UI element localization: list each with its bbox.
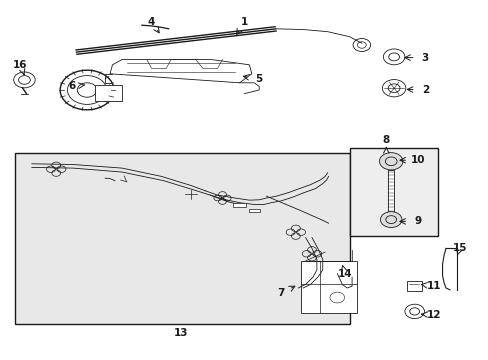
Text: 2: 2 (421, 85, 428, 95)
Text: 9: 9 (414, 216, 421, 226)
Text: 8: 8 (382, 135, 389, 145)
Text: 12: 12 (426, 310, 441, 320)
Bar (15, 153, 349, 324)
Text: 11: 11 (426, 281, 441, 291)
Bar (406, 281, 421, 291)
Text: 10: 10 (410, 155, 425, 165)
Text: 7: 7 (277, 288, 285, 298)
Text: 13: 13 (173, 328, 188, 338)
Text: 15: 15 (451, 243, 466, 253)
Text: 14: 14 (337, 269, 351, 279)
Circle shape (382, 80, 405, 97)
Circle shape (404, 304, 424, 319)
Text: 3: 3 (421, 53, 428, 63)
Text: 16: 16 (13, 60, 28, 70)
Bar (95, 85, 122, 101)
Text: 1: 1 (241, 17, 247, 27)
Text: 6: 6 (69, 81, 76, 91)
Bar (387, 170, 393, 212)
Bar (300, 261, 356, 313)
Text: 5: 5 (255, 74, 262, 84)
Circle shape (379, 153, 402, 170)
Text: 4: 4 (147, 17, 155, 27)
Circle shape (380, 212, 401, 228)
Polygon shape (110, 59, 251, 83)
Bar (248, 209, 259, 212)
Circle shape (352, 39, 370, 51)
Circle shape (383, 49, 404, 65)
Bar (349, 148, 437, 236)
Circle shape (14, 72, 35, 88)
Bar (233, 203, 245, 207)
